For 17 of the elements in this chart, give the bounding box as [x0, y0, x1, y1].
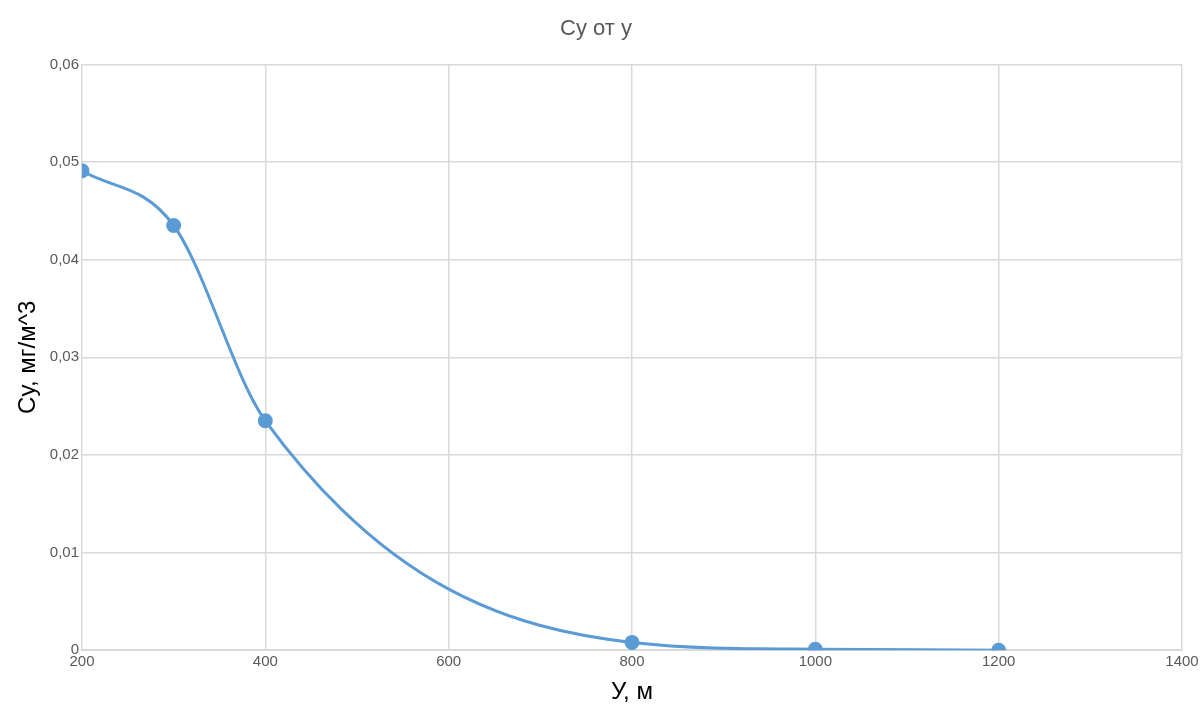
- point: [166, 218, 182, 233]
- x-tick-label: 600: [436, 652, 462, 670]
- y-tick-label: 0,05: [49, 152, 79, 170]
- x-tick-label: 1000: [798, 652, 833, 670]
- y-axis-title: Су, мг/м^3: [13, 300, 41, 414]
- y-tick-label: 0,06: [49, 54, 79, 72]
- y-tick-label: 0,02: [49, 445, 79, 463]
- x-tick-label: 1400: [1165, 652, 1199, 670]
- x-axis-title: У, м: [611, 677, 653, 705]
- y-tick-label: 0,03: [49, 347, 79, 365]
- x-tick-label: 400: [252, 652, 278, 670]
- chart-title: Су от у: [560, 15, 632, 41]
- x-tick-label: 800: [619, 652, 645, 670]
- point: [257, 413, 273, 429]
- y-tick-label: 0,04: [49, 249, 79, 267]
- x-tick-label: 1200: [981, 652, 1016, 670]
- y-tick-label: 0,01: [49, 542, 79, 560]
